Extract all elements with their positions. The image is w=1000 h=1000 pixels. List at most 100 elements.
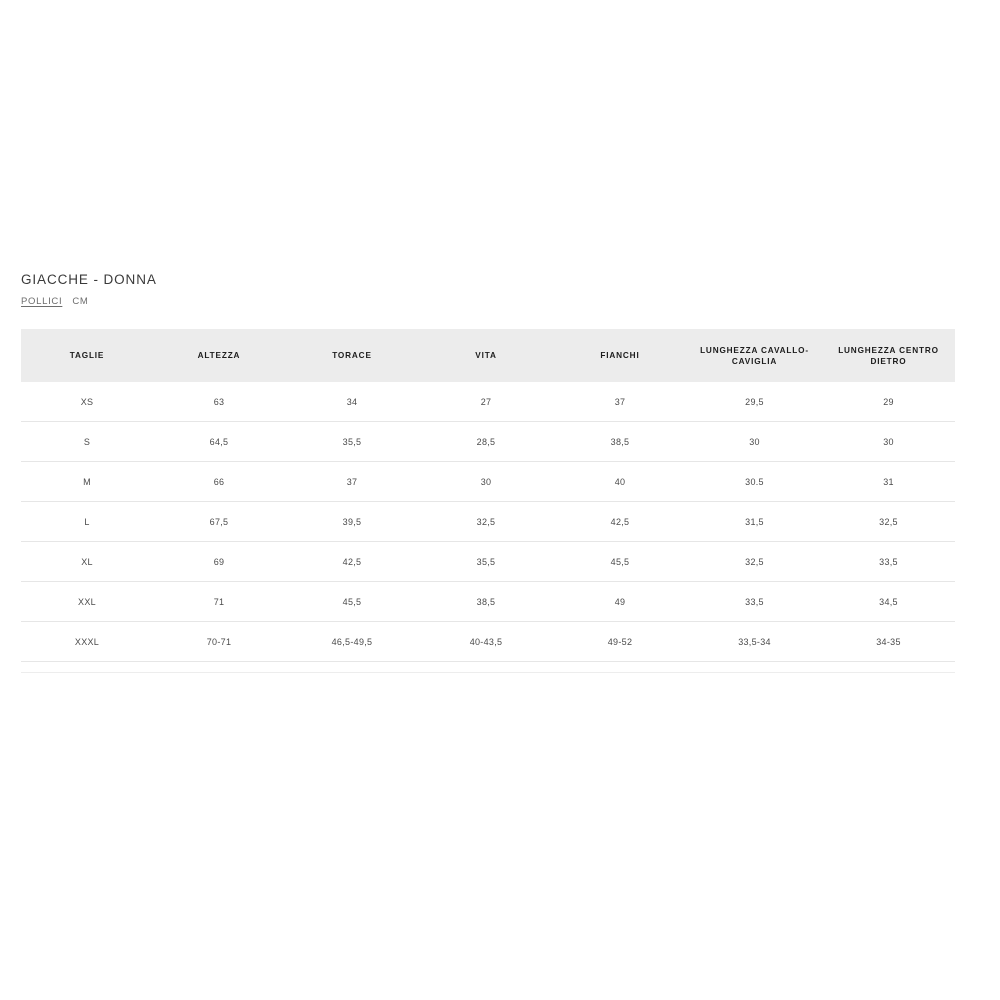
cell-value: 29	[883, 396, 894, 407]
cell-torace: 34	[285, 382, 419, 422]
cell-cavallo-caviglia: 32,5	[687, 541, 822, 582]
cell-vita: 32,5	[419, 501, 553, 542]
cell-fianchi: 49	[553, 581, 687, 622]
cell-fianchi: 40	[553, 461, 687, 502]
cell-value: 33,5	[879, 556, 898, 567]
cell-value: 42,5	[342, 556, 362, 567]
cell-taglie: M	[21, 461, 153, 502]
cell-value: 34	[346, 396, 358, 407]
cell-value: 67,5	[209, 516, 229, 527]
table-row: M 66 37 30 40 30.5 31	[21, 461, 955, 502]
column-header-fianchi: FIANCHI	[553, 329, 687, 382]
column-header-torace: TORACE	[285, 329, 419, 382]
cell-value: 32,5	[476, 516, 496, 527]
cell-value: 38,5	[476, 596, 496, 607]
cell-value: 32,5	[745, 556, 764, 567]
cell-cavallo-caviglia: 30	[687, 421, 822, 462]
size-table: TAGLIE ALTEZZA TORACE VITA FIANCHI LUNGH…	[21, 329, 955, 662]
bottom-divider	[21, 672, 955, 673]
column-header-altezza: ALTEZZA	[153, 329, 285, 382]
cell-fianchi: 42,5	[553, 501, 687, 542]
cell-taglie: XS	[21, 382, 153, 422]
cell-value: 45,5	[610, 556, 630, 567]
cell-value: 40-43,5	[469, 636, 503, 647]
cell-value: 34-35	[876, 636, 901, 647]
cell-value: 37	[614, 396, 626, 407]
cell-value: 66	[213, 476, 225, 487]
cell-altezza: 66	[153, 461, 285, 502]
cell-value: 33,5-34	[738, 636, 771, 647]
cell-value: 31	[883, 476, 894, 487]
cell-vita: 35,5	[419, 541, 553, 582]
cell-value: 29,5	[745, 396, 764, 407]
cell-vita: 38,5	[419, 581, 553, 622]
cell-torace: 37	[285, 461, 419, 502]
column-header-taglie: TAGLIE	[21, 329, 153, 382]
cell-vita: 27	[419, 382, 553, 422]
table-row: L 67,5 39,5 32,5 42,5 31,5 32,5	[21, 501, 955, 542]
cell-value: L	[84, 516, 90, 527]
cell-value: 70-71	[206, 636, 232, 647]
cell-fianchi: 37	[553, 382, 687, 422]
cell-cavallo-caviglia: 29,5	[687, 382, 822, 422]
cell-centro-dietro: 34-35	[822, 621, 955, 662]
cell-centro-dietro: 34,5	[822, 581, 955, 622]
cell-altezza: 70-71	[153, 621, 285, 662]
unit-option-cm[interactable]: CM	[72, 296, 89, 307]
cell-altezza: 67,5	[153, 501, 285, 542]
cell-value: 32,5	[879, 516, 898, 527]
cell-value: XS	[80, 396, 94, 407]
table-row: XXXL 70-71 46,5-49,5 40-43,5 49-52 33,5-…	[21, 621, 955, 662]
cell-value: 30	[749, 436, 760, 447]
table-row: XXL 71 45,5 38,5 49 33,5 34,5	[21, 581, 955, 622]
cell-value: XXL	[78, 596, 96, 607]
cell-fianchi: 38,5	[553, 421, 687, 462]
cell-torace: 35,5	[285, 421, 419, 462]
cell-value: 45,5	[342, 596, 362, 607]
cell-value: 27	[480, 396, 492, 407]
cell-value: 28,5	[476, 436, 496, 447]
cell-fianchi: 45,5	[553, 541, 687, 582]
cell-value: 30	[883, 436, 894, 447]
cell-cavallo-caviglia: 31,5	[687, 501, 822, 542]
cell-value: 49-52	[607, 636, 633, 647]
cell-centro-dietro: 29	[822, 382, 955, 422]
cell-torace: 46,5-49,5	[285, 621, 419, 662]
cell-value: 37	[346, 476, 358, 487]
cell-value: 33,5	[745, 596, 764, 607]
cell-taglie: XXL	[21, 581, 153, 622]
cell-value: 71	[213, 596, 225, 607]
cell-value: 46,5-49,5	[331, 636, 373, 647]
cell-cavallo-caviglia: 33,5-34	[687, 621, 822, 662]
cell-vita: 30	[419, 461, 553, 502]
size-table-container: TAGLIE ALTEZZA TORACE VITA FIANCHI LUNGH…	[21, 329, 955, 662]
cell-value: 64,5	[209, 436, 229, 447]
cell-value: 38,5	[610, 436, 630, 447]
cell-altezza: 63	[153, 382, 285, 422]
cell-value: 35,5	[342, 436, 362, 447]
cell-value: 69	[213, 556, 225, 567]
unit-toggle: POLLICI CM	[21, 296, 721, 308]
cell-centro-dietro: 30	[822, 421, 955, 462]
unit-option-pollici[interactable]: POLLICI	[21, 296, 63, 307]
cell-centro-dietro: 32,5	[822, 501, 955, 542]
cell-value: 40	[614, 476, 626, 487]
cell-taglie: S	[21, 421, 153, 462]
cell-value: XXXL	[74, 636, 100, 647]
title-block: GIACCHE - DONNA POLLICI CM	[21, 271, 721, 308]
cell-taglie: XXXL	[21, 621, 153, 662]
column-header-cavallo-caviglia: LUNGHEZZA CAVALLO-CAVIGLIA	[687, 329, 822, 382]
cell-taglie: XL	[21, 541, 153, 582]
cell-altezza: 64,5	[153, 421, 285, 462]
cell-value: 31,5	[745, 516, 764, 527]
cell-value: 35,5	[476, 556, 496, 567]
cell-value: 42,5	[610, 516, 630, 527]
cell-centro-dietro: 33,5	[822, 541, 955, 582]
cell-vita: 40-43,5	[419, 621, 553, 662]
cell-altezza: 69	[153, 541, 285, 582]
cell-vita: 28,5	[419, 421, 553, 462]
cell-cavallo-caviglia: 33,5	[687, 581, 822, 622]
cell-fianchi: 49-52	[553, 621, 687, 662]
cell-value: 39,5	[342, 516, 362, 527]
table-row: S 64,5 35,5 28,5 38,5 30 30	[21, 421, 955, 462]
